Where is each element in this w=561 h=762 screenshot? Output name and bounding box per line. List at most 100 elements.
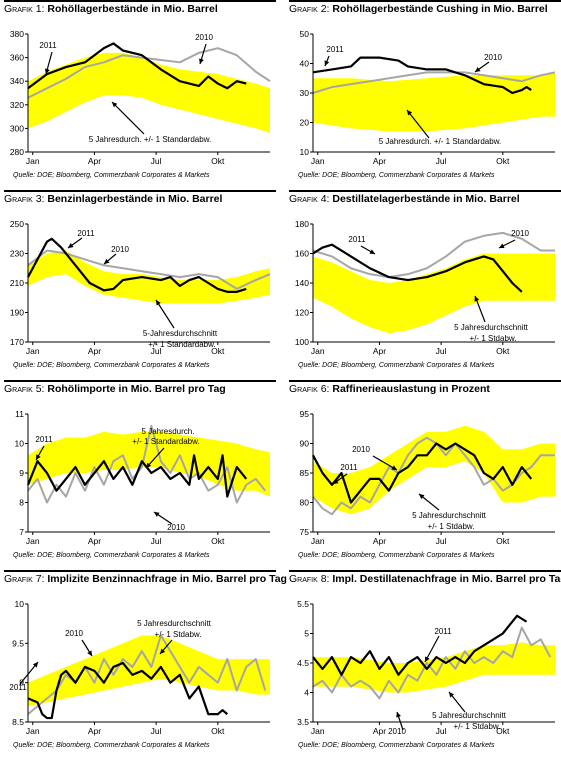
y-tick-label: 95 <box>300 409 310 419</box>
arrow-head-icon <box>36 454 41 460</box>
series-2011-line <box>312 614 528 676</box>
y-tick-label: 280 <box>10 147 24 157</box>
chart-panel-1: Grafik 1: Rohöllagerbestände in Mio. Bar… <box>4 0 276 188</box>
annotation-label: 2011 <box>326 45 344 54</box>
y-tick-label: 360 <box>10 53 24 63</box>
std-band-area <box>28 635 270 707</box>
chart-panel-2: Grafik 2: Rohöllagerbestände Cushing in … <box>289 0 561 188</box>
chart-svg: 170 190 210 230 250 Jan Apr Jul Okt 2011 2010 5-Jah… <box>10 219 271 356</box>
y-tick-label: 30 <box>300 88 310 98</box>
annotation-label: 2011 <box>434 627 452 636</box>
arrow-head-icon <box>156 300 161 306</box>
x-tick-label: Apr <box>373 156 386 166</box>
y-tick-label: 10 <box>15 439 25 449</box>
std-band-area <box>313 642 555 693</box>
arrow-head-icon <box>44 68 50 74</box>
annotation-label: 5 Jahresdurchschnitt <box>454 323 529 332</box>
chart-title-text: Rohölimporte in Mio. Barrel pro Tag <box>44 383 226 395</box>
source-note: Quelle: DOE; Bloomberg, Commerzbank Corp… <box>298 552 495 559</box>
source-note: Quelle: DOE; Bloomberg, Commerzbank Corp… <box>13 742 210 749</box>
series-2010-line <box>312 626 552 700</box>
x-tick-label: Jan <box>311 536 325 546</box>
y-tick-label: 140 <box>295 278 309 288</box>
std-band-area <box>313 425 555 515</box>
annotation-label: 2010 <box>388 727 406 736</box>
chart-title-text: Implizite Benzinnachfrage in Mio. Barrel… <box>44 573 287 585</box>
annotation-label: 2011 <box>348 235 366 244</box>
title-rule <box>289 190 561 192</box>
series-2010-line <box>312 71 556 94</box>
chart-number: Grafik 2: <box>289 3 330 15</box>
chart-number: Grafik 7: <box>4 573 45 585</box>
title-rule <box>4 0 276 2</box>
x-tick-label: Jan <box>26 156 40 166</box>
annotation-label: 2010 <box>511 229 529 238</box>
chart-number: Grafik 5: <box>4 383 45 395</box>
chart-panel-4: Grafik 4: Destillatelagerbestände in Mio… <box>289 190 561 378</box>
title-rule <box>4 380 276 382</box>
y-tick-label: 210 <box>10 278 24 288</box>
annotation-label: 5 Jahresdurchschnitt <box>137 619 212 628</box>
chart-number: Grafik 3: <box>4 193 45 205</box>
x-tick-label: Apr <box>373 346 386 356</box>
chart-svg: 280 300 320 340 360 380 Jan Apr Jul Okt 2011 2010 5 … <box>10 29 271 166</box>
chart-title: Grafik 7: Implizite Benzinnachfrage in M… <box>4 573 287 585</box>
x-tick-label: Jul <box>151 156 162 166</box>
x-tick-label: Apr <box>373 536 386 546</box>
annotation-label: 5 Jahresdurch. +/- 1 Standardabw. <box>89 135 212 144</box>
x-tick-label: Apr <box>88 346 101 356</box>
title-rule <box>4 570 276 572</box>
chart-title-text: Rohöllagerbestände Cushing in Mio. Barre… <box>329 3 548 15</box>
series-2010-line <box>312 231 555 279</box>
annotation-label: +/- 1 Stdabw. <box>428 522 475 531</box>
y-tick-label: 190 <box>10 308 24 318</box>
x-tick-label: Jan <box>26 536 40 546</box>
series-2010-line <box>27 249 271 290</box>
y-tick-label: 8 <box>19 498 24 508</box>
annotation-label: 5 Jahresdurchschnitt <box>432 711 507 720</box>
x-tick-label: Apr <box>88 726 101 736</box>
y-tick-label: 170 <box>10 337 24 347</box>
arrow-head-icon <box>104 258 110 264</box>
x-tick-label: Jul <box>436 536 447 546</box>
y-tick-label: 85 <box>300 468 310 478</box>
y-tick-label: 50 <box>300 29 310 39</box>
annotation-label: 2011 <box>9 683 27 692</box>
chart-title: Grafik 8: Impl. Destillatenachfrage in M… <box>289 573 561 585</box>
arrow-head-icon <box>449 692 455 698</box>
chart-number: Grafik 4: <box>289 193 330 205</box>
y-tick-label: 8.5 <box>12 717 24 727</box>
series-2011-line <box>312 56 532 95</box>
annotation-label: 2010 <box>195 33 213 42</box>
y-tick-label: 10 <box>15 599 25 609</box>
arrow-head-icon <box>112 102 118 108</box>
x-tick-label: Jan <box>26 726 40 736</box>
y-tick-label: 230 <box>10 249 24 259</box>
chart-svg: 100 120 140 160 180 Jan Apr Jul Okt 2011 2010 5 Jah… <box>295 219 555 356</box>
arrow-head-icon <box>474 296 480 302</box>
series-2011-line <box>27 661 228 720</box>
x-tick-label: Okt <box>211 346 225 356</box>
y-tick-label: 40 <box>300 59 310 69</box>
annotation-label: 5-Jahresdurchschnitt <box>143 329 218 338</box>
source-note: Quelle: DOE; Bloomberg, Commerzbank Corp… <box>298 742 495 749</box>
series-2010-line <box>312 436 555 516</box>
arrow-head-icon <box>425 656 430 662</box>
x-tick-label: Jul <box>436 346 447 356</box>
x-tick-label: Apr <box>88 156 101 166</box>
arrow-head-icon <box>87 650 92 656</box>
y-tick-label: 100 <box>295 337 309 347</box>
annotation-label: +/- 1 Standardabw. <box>132 437 199 446</box>
annotation-label: 2011 <box>35 435 53 444</box>
x-tick-label: Okt <box>211 536 225 546</box>
arrow-head-icon <box>391 465 397 470</box>
y-tick-label: 160 <box>295 249 309 259</box>
x-tick-label: Apr <box>373 726 386 736</box>
annotation-label: +/- 1 Standardabw. <box>148 340 215 349</box>
x-tick-label: Okt <box>496 726 510 736</box>
annotation-label: 2010 <box>65 629 83 638</box>
chart-panel-6: Grafik 6: Raffinerieauslastung in Prozen… <box>289 380 561 568</box>
chart-title: Grafik 1: Rohöllagerbestände in Mio. Bar… <box>4 3 218 15</box>
y-tick-label: 250 <box>10 219 24 229</box>
